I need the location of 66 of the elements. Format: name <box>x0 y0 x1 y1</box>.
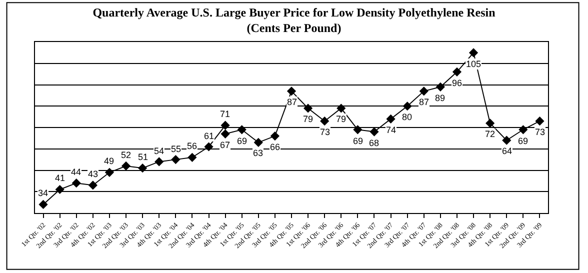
data-label: 55 <box>171 144 182 154</box>
data-label: 41 <box>55 173 66 183</box>
data-label: 64 <box>502 146 512 156</box>
data-label: 87 <box>287 97 298 107</box>
data-label: 87 <box>419 97 430 107</box>
data-label: 69 <box>353 136 364 146</box>
data-label: 89 <box>435 93 446 103</box>
point <box>304 104 313 113</box>
point <box>502 136 512 145</box>
point <box>121 161 131 171</box>
point <box>436 82 445 92</box>
point <box>254 138 263 148</box>
point <box>220 129 230 138</box>
point <box>320 116 330 126</box>
point <box>55 184 64 194</box>
data-label: 51 <box>138 152 148 162</box>
point <box>88 180 98 190</box>
point <box>38 200 48 209</box>
point <box>188 152 197 162</box>
data-label: 73 <box>320 127 330 137</box>
data-label: 54 <box>154 146 164 156</box>
chart-subtitle: (Cents Per Pound) <box>246 20 342 35</box>
data-label: 49 <box>104 156 114 166</box>
data-label: 61 <box>204 131 214 141</box>
data-label: 74 <box>386 125 396 135</box>
point <box>204 142 214 152</box>
data-label: 66 <box>270 142 280 152</box>
data-label: 67 <box>220 140 230 150</box>
point <box>237 125 246 134</box>
point <box>353 125 362 134</box>
data-label: 69 <box>518 136 528 146</box>
point <box>419 86 428 96</box>
data-label: 56 <box>187 141 198 151</box>
data-label: 52 <box>121 150 132 160</box>
point <box>386 114 396 124</box>
point <box>104 168 114 177</box>
data-label: 73 <box>535 127 546 137</box>
data-label: 71 <box>220 109 230 119</box>
point <box>220 120 230 130</box>
point <box>270 132 280 141</box>
data-label: 96 <box>452 78 462 88</box>
point <box>402 102 412 111</box>
data-label: 68 <box>369 138 380 148</box>
data-label: 72 <box>485 129 496 139</box>
data-label: 44 <box>71 167 82 177</box>
point <box>535 116 544 126</box>
point <box>286 86 296 96</box>
point <box>72 178 81 188</box>
data-label: 79 <box>336 114 346 124</box>
data-label: 34 <box>38 188 48 198</box>
point <box>486 118 495 128</box>
point <box>336 104 346 113</box>
point <box>154 157 164 166</box>
data-label: 43 <box>88 169 98 179</box>
data-label: 105 <box>466 59 482 69</box>
point <box>518 125 528 134</box>
data-label: 69 <box>237 136 248 146</box>
data-label: 79 <box>303 114 314 124</box>
point <box>468 48 478 58</box>
point <box>452 67 462 76</box>
chart-title: Quarterly Average U.S. Large Buyer Price for Low Density Polyethylene Resin <box>92 5 496 20</box>
data-label: 63 <box>253 148 264 158</box>
point <box>171 155 180 164</box>
point <box>370 127 379 136</box>
data-label: 80 <box>402 112 412 122</box>
point <box>138 164 148 173</box>
